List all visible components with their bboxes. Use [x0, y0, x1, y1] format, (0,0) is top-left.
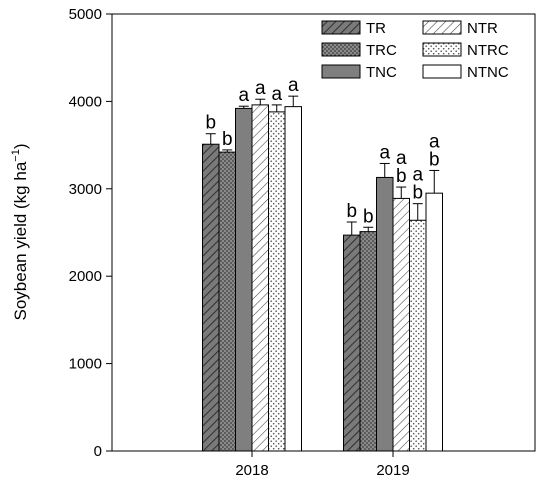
significance-letter: b [412, 183, 423, 204]
significance-letter: a [412, 165, 423, 186]
significance-letter: a [271, 84, 282, 105]
legend-swatch-ntrc [422, 42, 462, 57]
bar-ntr-2018 [251, 104, 269, 452]
y-axis: 0 1000 2000 3000 4000 5000 [69, 6, 112, 460]
significance-letter: a [379, 142, 390, 163]
significance-letter: b [396, 166, 407, 187]
significance-letter: a [396, 148, 407, 169]
legend-swatch-trc [321, 42, 361, 57]
bar-ntrc-2019 [409, 219, 427, 452]
legend-swatch-ntnc [422, 64, 462, 79]
legend-swatch-ntr [422, 20, 462, 35]
legend-label-tr: TR [366, 20, 386, 37]
significance-letter: b [222, 129, 233, 150]
significance-letter: b [346, 201, 357, 222]
legend-label-ntr: NTR [467, 20, 498, 37]
y-tick-label: 3000 [69, 181, 102, 198]
bar-tnc-2019 [376, 176, 394, 452]
significance-letter: a [429, 131, 440, 152]
significance-letter: a [288, 75, 299, 96]
bar-trc-2019 [359, 231, 377, 452]
bar-ntrc-2018 [268, 111, 286, 452]
y-tick-label: 2000 [69, 268, 102, 285]
significance-letter: a [255, 78, 266, 99]
legend-label-trc: TRC [366, 42, 397, 59]
bar-ntr-2019 [392, 197, 410, 452]
bar-tnc-2018 [235, 107, 253, 452]
x-tick-label: 2018 [235, 462, 268, 479]
plot-frame [111, 13, 536, 452]
bar-tr-2018 [202, 143, 220, 452]
y-axis-title-superscript: −1 [10, 149, 22, 162]
legend-swatch-tr [321, 20, 361, 35]
legend-label-ntrc: NTRC [467, 42, 509, 59]
y-tick-label: 4000 [69, 93, 102, 110]
legend-label-ntnc: NTNC [467, 64, 509, 81]
significance-letter: b [429, 149, 440, 170]
bar-ntnc-2019 [425, 192, 443, 452]
x-axis: 2018 2019 [235, 451, 410, 479]
y-tick-label: 1000 [69, 356, 102, 373]
legend-swatch-tnc [321, 64, 361, 79]
bar-trc-2018 [218, 151, 236, 452]
legend-label-tnc: TNC [366, 64, 397, 81]
y-tick-label: 5000 [69, 6, 102, 23]
y-axis-title: Soybean yield (kg ha−1) [10, 144, 30, 321]
legend: TR TRC TNC NTR NTRC NTNC [321, 20, 509, 81]
bar-ntnc-2018 [284, 106, 302, 452]
significance-letter: b [205, 113, 216, 134]
x-tick-label: 2019 [376, 462, 409, 479]
significance-letter: b [363, 206, 374, 227]
significance-letter: a [238, 85, 249, 106]
bar-tr-2019 [343, 234, 361, 452]
y-tick-label: 0 [94, 443, 102, 460]
